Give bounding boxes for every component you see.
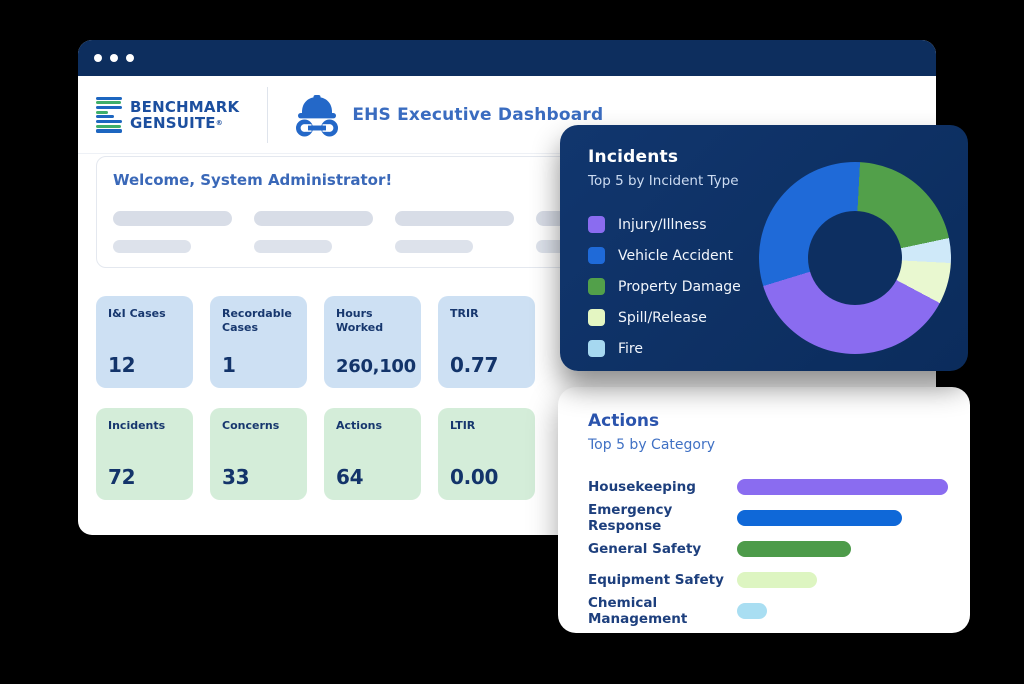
kpi-card-concerns[interactable]: Concerns 33 xyxy=(210,408,307,500)
bar-fill[interactable] xyxy=(737,602,767,619)
skeleton-bar xyxy=(113,211,232,226)
bar-row-equipment-safety: Equipment Safety xyxy=(588,564,970,595)
welcome-message: Welcome, System Administrator! xyxy=(113,171,393,189)
legend-swatch xyxy=(588,278,605,295)
kpi-card-incidents[interactable]: Incidents 72 xyxy=(96,408,193,500)
logo-stripes-icon xyxy=(96,96,122,133)
header-divider xyxy=(267,86,269,143)
bar-track xyxy=(737,478,948,495)
legend-label: Injury/Illness xyxy=(618,216,707,233)
legend-item-spill-release[interactable]: Spill/Release xyxy=(588,302,968,333)
kpi-value: 0.00 xyxy=(450,465,499,489)
kpi-value: 1 xyxy=(222,353,236,377)
window-titlebar xyxy=(78,40,936,76)
kpi-label: LTIR xyxy=(450,419,476,432)
skeleton-bar xyxy=(113,240,191,253)
legend-item-injury-illness[interactable]: Injury/Illness xyxy=(588,209,968,240)
kpi-label: Concerns xyxy=(222,419,280,432)
bar-label: Equipment Safety xyxy=(588,571,724,588)
bar-row-chemical-management: Chemical Management xyxy=(588,594,970,627)
skeleton-bar xyxy=(395,240,473,253)
benchmark-gensuite-logo[interactable]: BENCHMARK GENSUITE® xyxy=(96,96,239,133)
legend-item-property-damage[interactable]: Property Damage xyxy=(588,271,968,302)
legend-label: Vehicle Accident xyxy=(618,247,733,264)
kpi-card-ii-cases[interactable]: I&I Cases 12 xyxy=(96,296,193,388)
kpi-label: I&I Cases xyxy=(108,307,166,320)
skeleton-bar xyxy=(254,211,373,226)
legend-swatch xyxy=(588,247,605,264)
bar-fill[interactable] xyxy=(737,509,902,526)
hard-hat-wrench-icon xyxy=(294,93,340,137)
registered-mark: ® xyxy=(215,118,223,127)
logo-line1: BENCHMARK xyxy=(130,97,240,116)
kpi-value: 260,100 xyxy=(336,356,416,377)
incidents-card-title: Incidents xyxy=(588,147,679,167)
window-control-dot[interactable] xyxy=(94,54,102,62)
kpi-value: 33 xyxy=(222,465,250,489)
legend-swatch xyxy=(588,216,605,233)
skeleton-bar xyxy=(254,240,332,253)
actions-card-title: Actions xyxy=(588,411,660,431)
kpi-value: 12 xyxy=(108,353,136,377)
legend-item-fire[interactable]: Fire xyxy=(588,333,968,364)
bar-label: General Safety xyxy=(588,540,702,557)
legend-label: Fire xyxy=(618,340,643,357)
legend-item-vehicle-accident[interactable]: Vehicle Accident xyxy=(588,240,968,271)
kpi-label: TRIR xyxy=(450,307,479,320)
bar-track xyxy=(737,540,948,557)
bar-row-emergency-response: Emergency Response xyxy=(588,501,970,534)
kpi-card-actions[interactable]: Actions 64 xyxy=(324,408,421,500)
kpi-card-ltir[interactable]: LTIR 0.00 xyxy=(438,408,535,500)
actions-card-subtitle: Top 5 by Category xyxy=(588,437,716,453)
window-control-dot[interactable] xyxy=(126,54,134,62)
bar-track xyxy=(737,571,948,588)
bar-fill[interactable] xyxy=(737,478,948,495)
window-control-dot[interactable] xyxy=(110,54,118,62)
actions-chart-card: Actions Top 5 by Category Housekeeping E… xyxy=(558,387,970,633)
incidents-card-subtitle: Top 5 by Incident Type xyxy=(588,173,739,189)
incidents-donut-chart[interactable] xyxy=(759,162,951,354)
kpi-value: 64 xyxy=(336,465,364,489)
bar-row-housekeeping: Housekeeping xyxy=(588,471,970,502)
bar-track xyxy=(737,509,948,526)
page-title: EHS Executive Dashboard xyxy=(352,104,604,125)
kpi-value: 0.77 xyxy=(450,353,499,377)
logo-line2: GENSUITE® xyxy=(130,113,223,132)
kpi-grid: I&I Cases 12 Recordable Cases 1 Hours Wo… xyxy=(96,296,535,500)
kpi-label: Hours Worked xyxy=(336,307,384,334)
bar-label: Housekeeping xyxy=(588,478,696,495)
incidents-chart-card: Incidents Top 5 by Incident Type Injury/… xyxy=(560,125,968,371)
bar-label: Emergency Response xyxy=(588,501,673,534)
kpi-card-recordable-cases[interactable]: Recordable Cases 1 xyxy=(210,296,307,388)
kpi-label: Actions xyxy=(336,419,382,432)
bar-track xyxy=(737,602,948,619)
kpi-card-hours-worked[interactable]: Hours Worked 260,100 xyxy=(324,296,421,388)
bar-label: Chemical Management xyxy=(588,594,688,627)
actions-bar-chart: Housekeeping Emergency Response General … xyxy=(588,471,970,627)
legend-label: Spill/Release xyxy=(618,309,707,326)
bar-fill[interactable] xyxy=(737,571,818,588)
skeleton-row xyxy=(113,240,889,253)
legend-label: Property Damage xyxy=(618,278,741,295)
legend-swatch xyxy=(588,340,605,357)
kpi-value: 72 xyxy=(108,465,136,489)
bar-fill[interactable] xyxy=(737,540,851,557)
legend-swatch xyxy=(588,309,605,326)
kpi-label: Incidents xyxy=(108,419,166,432)
kpi-card-trir[interactable]: TRIR 0.77 xyxy=(438,296,535,388)
bar-row-general-safety: General Safety xyxy=(588,533,970,564)
app-header: BENCHMARK GENSUITE® EHS Execut xyxy=(78,76,936,154)
skeleton-bar xyxy=(395,211,514,226)
incidents-legend: Injury/Illness Vehicle Accident Property… xyxy=(588,209,968,364)
kpi-label: Recordable Cases xyxy=(222,307,292,334)
donut-hole xyxy=(808,211,902,305)
logo-text: BENCHMARK GENSUITE® xyxy=(130,99,239,131)
